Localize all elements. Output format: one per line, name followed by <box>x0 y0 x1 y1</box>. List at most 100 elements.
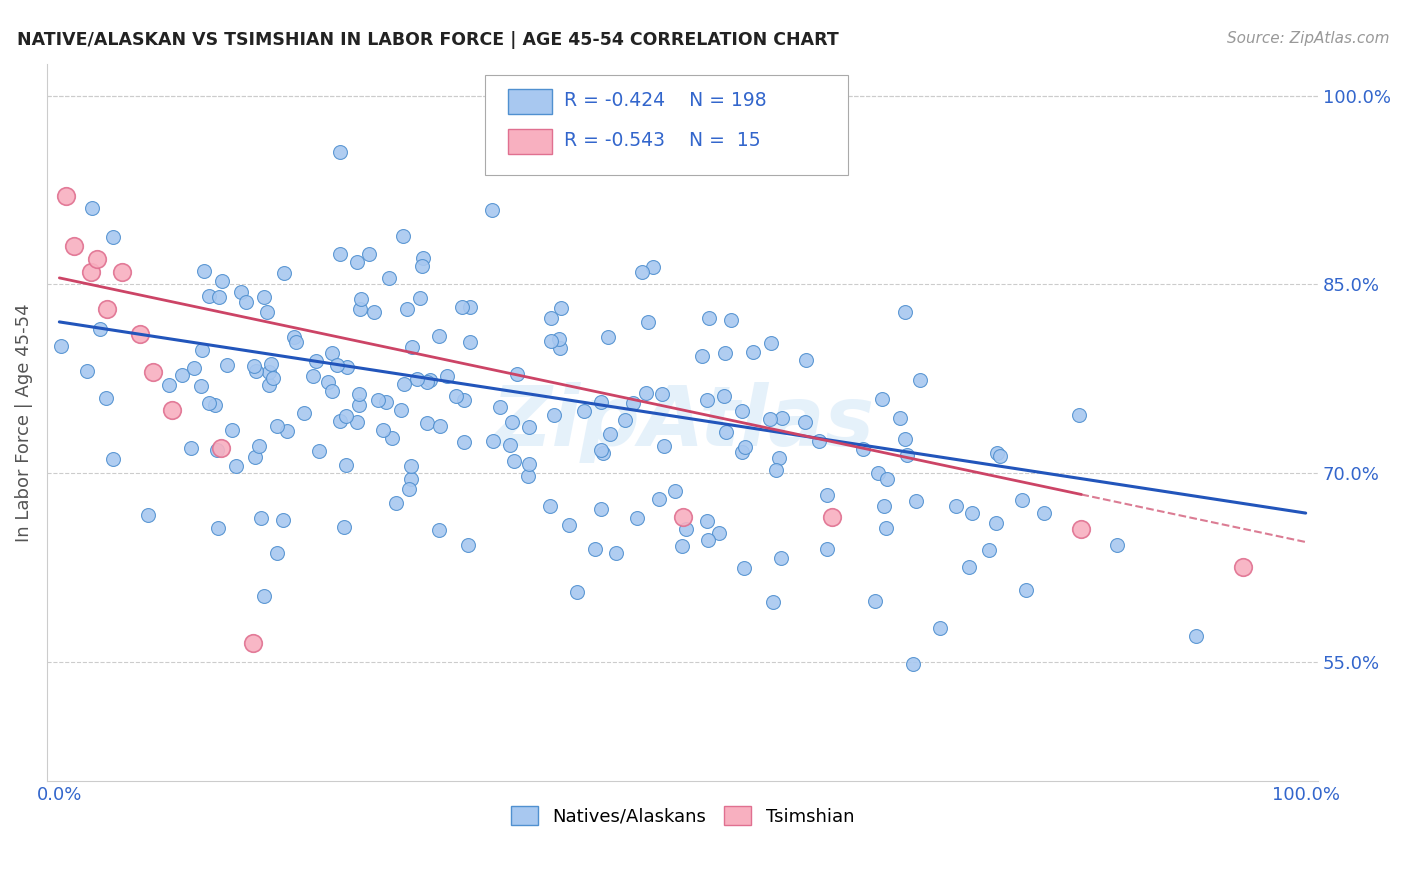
Point <box>329 414 352 428</box>
Point <box>427 524 450 538</box>
FancyBboxPatch shape <box>509 89 551 113</box>
Point <box>111 264 134 278</box>
Point <box>191 343 214 358</box>
Point <box>160 403 183 417</box>
Point <box>86 252 108 266</box>
FancyBboxPatch shape <box>509 129 551 153</box>
Point <box>671 539 693 553</box>
Point <box>648 491 671 506</box>
Point <box>901 657 924 671</box>
Text: NATIVE/ALASKAN VS TSIMSHIAN IN LABOR FORCE | AGE 45-54 CORRELATION CHART: NATIVE/ALASKAN VS TSIMSHIAN IN LABOR FOR… <box>17 31 838 49</box>
Point <box>217 358 239 372</box>
Point <box>696 392 718 407</box>
Text: ZipAtlas: ZipAtlas <box>491 382 875 463</box>
Point <box>256 305 278 319</box>
Point <box>621 396 644 410</box>
Point <box>419 373 441 387</box>
Point <box>357 247 380 261</box>
Point <box>371 423 394 437</box>
Point <box>637 315 659 329</box>
Point <box>207 521 229 535</box>
Point <box>872 392 894 406</box>
Point <box>709 525 731 540</box>
Point <box>63 239 86 253</box>
Point <box>392 377 415 392</box>
Point <box>762 595 785 609</box>
Point <box>458 334 481 349</box>
Point <box>714 425 737 440</box>
Point <box>396 301 419 316</box>
Point <box>335 458 357 472</box>
Point <box>505 367 527 381</box>
Point <box>96 302 118 317</box>
Point <box>988 449 1011 463</box>
Point <box>193 264 215 278</box>
Point <box>262 371 284 385</box>
Point <box>481 203 503 218</box>
Point <box>503 454 526 468</box>
Point <box>412 251 434 265</box>
Point <box>301 369 323 384</box>
Point <box>626 511 648 525</box>
Point <box>363 304 385 318</box>
Point <box>157 378 180 392</box>
Point <box>321 384 343 398</box>
Point <box>458 301 481 315</box>
Point <box>142 365 165 379</box>
Point <box>986 446 1008 460</box>
Point <box>321 346 343 360</box>
Point <box>180 441 202 455</box>
Point <box>875 521 897 535</box>
Point <box>759 412 782 426</box>
Point <box>429 329 451 343</box>
Point <box>501 415 523 429</box>
Point <box>543 409 565 423</box>
Point <box>720 313 742 327</box>
Point <box>170 368 193 383</box>
Point <box>517 420 540 434</box>
Point <box>499 438 522 452</box>
Point <box>198 288 221 302</box>
Point <box>690 350 713 364</box>
Point <box>517 457 540 471</box>
Point <box>731 404 754 418</box>
Point <box>893 432 915 446</box>
Point <box>731 445 754 459</box>
Point <box>742 345 765 359</box>
Point <box>651 386 673 401</box>
Point <box>76 364 98 378</box>
Point <box>208 290 231 304</box>
Point <box>979 542 1001 557</box>
Point <box>332 520 354 534</box>
Point <box>596 330 619 344</box>
Point <box>335 409 357 424</box>
Point <box>318 375 340 389</box>
Point <box>664 483 686 498</box>
Point <box>384 496 406 510</box>
Point <box>808 434 831 448</box>
Text: R = -0.543    N =  15: R = -0.543 N = 15 <box>564 131 761 150</box>
Point <box>599 427 621 442</box>
Point <box>416 375 439 389</box>
Point <box>399 472 422 486</box>
FancyBboxPatch shape <box>485 75 848 175</box>
Point <box>183 361 205 376</box>
Point <box>346 255 368 269</box>
Point <box>1011 493 1033 508</box>
Point <box>89 322 111 336</box>
Point <box>250 511 273 525</box>
Point <box>197 396 219 410</box>
Point <box>446 389 468 403</box>
Point <box>815 488 838 502</box>
Point <box>908 373 931 387</box>
Point <box>375 394 398 409</box>
Point <box>765 463 787 477</box>
Point <box>794 352 817 367</box>
Point <box>592 446 614 460</box>
Point <box>929 622 952 636</box>
Point <box>326 359 349 373</box>
Point <box>329 246 352 260</box>
Point <box>960 506 983 520</box>
Point <box>242 359 264 374</box>
Y-axis label: In Labor Force | Age 45-54: In Labor Force | Age 45-54 <box>15 303 32 541</box>
